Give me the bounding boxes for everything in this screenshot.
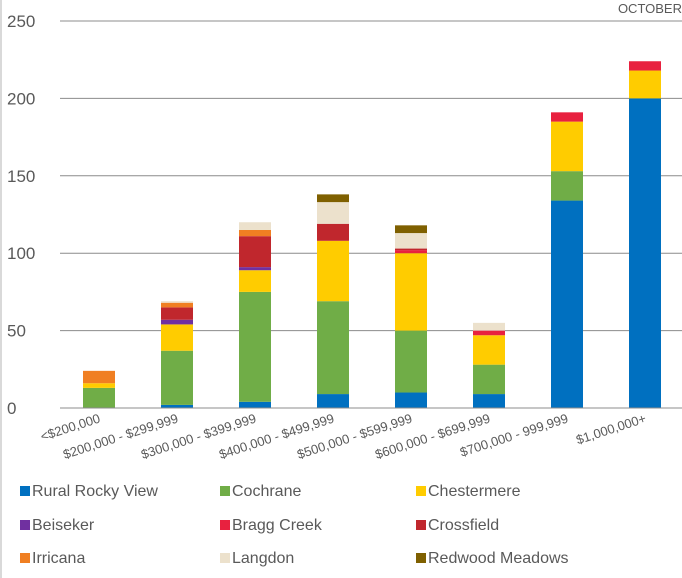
- bar-segment: [551, 200, 583, 408]
- bar-segment: [83, 387, 115, 408]
- bar-segment: [473, 394, 505, 408]
- y-tick-label: 0: [7, 399, 16, 418]
- bar-segment: [239, 267, 271, 271]
- bar-segment: [395, 225, 427, 234]
- y-tick-label: 250: [7, 12, 35, 31]
- legend-label: Cochrane: [232, 483, 301, 500]
- corner-label: OCTOBER: [618, 1, 682, 16]
- bar-segment: [83, 370, 115, 384]
- x-tick-label: $1,000,000+: [574, 411, 648, 448]
- legend-swatch: [220, 520, 230, 530]
- legend-label: Irricana: [32, 550, 85, 567]
- bar-segment: [473, 335, 505, 365]
- legend-label: Bragg Creek: [232, 517, 323, 534]
- bar-segment: [395, 233, 427, 249]
- bar-segment: [161, 302, 193, 308]
- bar-segment: [161, 350, 193, 405]
- bar-segment: [239, 270, 271, 292]
- bar-segment: [161, 319, 193, 325]
- bar-segment: [629, 98, 661, 409]
- bar-segment: [629, 70, 661, 99]
- legend-swatch: [20, 520, 30, 530]
- bar-segment: [317, 394, 349, 408]
- bar-segment: [239, 401, 271, 408]
- bar-segment: [551, 171, 583, 201]
- legend-label: Crossfield: [428, 517, 499, 534]
- legend-label: Chestermere: [428, 483, 521, 500]
- legend-swatch: [416, 520, 426, 530]
- bar-segment: [239, 222, 271, 230]
- bars: [83, 61, 661, 409]
- bar-segment: [551, 112, 583, 122]
- legend-label: Redwood Meadows: [428, 550, 569, 567]
- bar-segment: [83, 383, 115, 388]
- bar-segment: [473, 330, 505, 336]
- bar-segment: [317, 240, 349, 302]
- legend: Rural Rocky View Cochrane Chestermere Beise…: [20, 483, 569, 567]
- bar-segment: [395, 253, 427, 331]
- bar-segment: [317, 223, 349, 241]
- bar-segment: [161, 307, 193, 320]
- legend-swatch: [416, 486, 426, 496]
- legend-swatch: [416, 553, 426, 563]
- bar-segment: [317, 194, 349, 203]
- bar-segment: [239, 291, 271, 402]
- legend-item: Redwood Meadows: [416, 550, 569, 567]
- legend-item: Bragg Creek: [220, 517, 323, 534]
- legend-item: Chestermere: [416, 483, 521, 500]
- y-tick-label: 100: [7, 244, 35, 263]
- legend-label: Rural Rocky View: [32, 483, 158, 500]
- legend-item: Rural Rocky View: [20, 483, 158, 500]
- y-tick-label: 200: [7, 89, 35, 108]
- legend-swatch: [220, 553, 230, 563]
- legend-item: Langdon: [220, 550, 294, 567]
- legend-item: Cochrane: [220, 483, 301, 500]
- legend-item: Beiseker: [20, 517, 95, 534]
- bar-segment: [161, 324, 193, 351]
- bar-segment: [161, 301, 193, 303]
- bar-segment: [551, 121, 583, 172]
- gridlines: [60, 20, 682, 332]
- bar-segment: [473, 364, 505, 395]
- bar-segment: [395, 248, 427, 251]
- legend-swatch: [20, 486, 30, 496]
- bar-segment: [239, 229, 271, 237]
- bar-segment: [317, 202, 349, 224]
- y-tick-label: 50: [7, 322, 26, 341]
- legend-label: Beiseker: [32, 517, 95, 534]
- bar-segment: [317, 301, 349, 395]
- legend-swatch: [20, 553, 30, 563]
- bar-segment: [161, 404, 193, 408]
- bar-segment: [629, 61, 661, 71]
- bar-segment: [395, 330, 427, 393]
- bar-segment: [473, 322, 505, 331]
- legend-label: Langdon: [232, 550, 294, 567]
- legend-item: Irricana: [20, 550, 85, 567]
- bar-segment: [395, 392, 427, 408]
- bar-segment: [395, 250, 427, 254]
- legend-item: Crossfield: [416, 517, 499, 534]
- y-tick-label: 150: [7, 167, 35, 186]
- legend-swatch: [220, 486, 230, 496]
- bar-segment: [239, 236, 271, 268]
